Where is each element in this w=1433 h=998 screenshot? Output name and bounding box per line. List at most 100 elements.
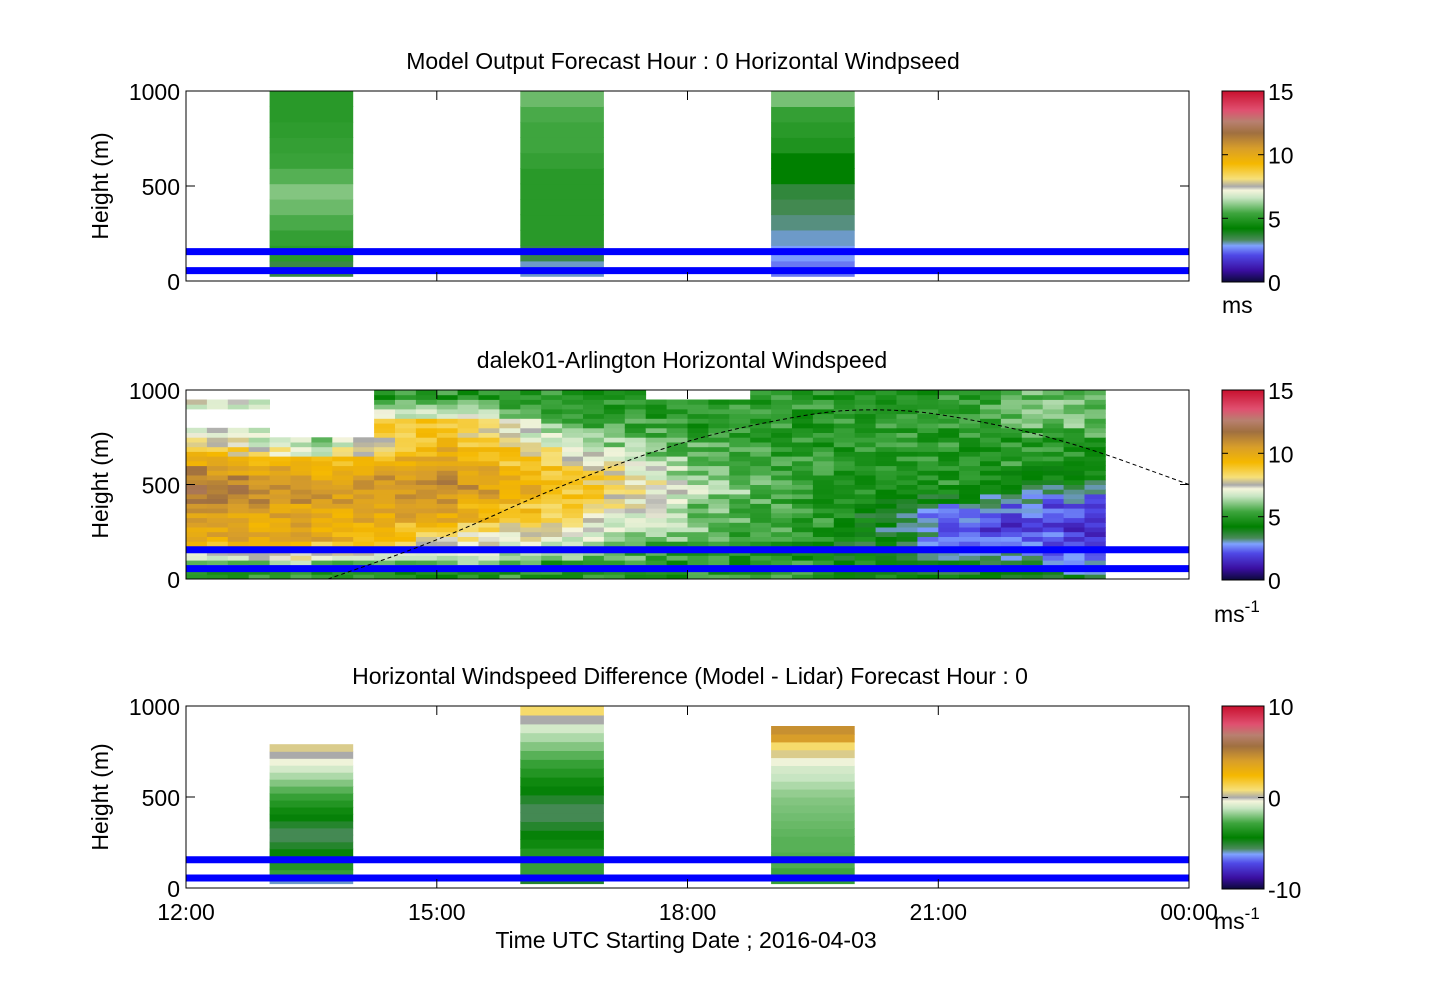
heatmap-cell: [562, 399, 584, 405]
heatmap-cell: [353, 475, 375, 481]
heatmap-cell: [980, 446, 1002, 452]
heatmap-cell: [875, 479, 897, 485]
heatmap-cell: [687, 465, 709, 471]
heatmap-cell: [771, 152, 855, 169]
heatmap-cell: [436, 399, 459, 405]
heatmap-cell: [353, 508, 375, 514]
heatmap-cell: [311, 527, 333, 533]
heatmap-cell: [374, 555, 396, 561]
heatmap-cell: [666, 531, 688, 537]
heatmap-cell: [687, 399, 709, 405]
heatmap-cell: [708, 508, 730, 514]
heatmap-cell: [917, 451, 939, 457]
heatmap-cell: [457, 437, 479, 443]
heatmap-cell: [792, 432, 814, 438]
heatmap-cell: [771, 399, 793, 405]
heatmap-cell: [875, 498, 897, 504]
heatmap-cell: [353, 460, 375, 467]
heatmap-cell: [603, 451, 626, 457]
heatmap-cell: [583, 437, 605, 443]
heatmap-cell: [1042, 508, 1064, 514]
heatmap-cell: [624, 574, 647, 580]
heatmap-cell: [624, 394, 647, 400]
heatmap-cell: [520, 427, 542, 433]
heatmap-cell: [457, 390, 479, 396]
heatmap-cell: [938, 517, 960, 523]
heatmap-cell: [603, 442, 626, 448]
heatmap-cell: [520, 152, 604, 169]
heatmap-cell: [541, 517, 563, 523]
heatmap-cell: [833, 475, 856, 481]
heatmap-cell: [353, 493, 375, 500]
heatmap-cell: [833, 536, 856, 542]
heatmap-cell: [436, 442, 459, 448]
heatmap-cell: [395, 390, 417, 396]
heatmap-cell: [708, 531, 730, 537]
heatmap-cell: [1084, 451, 1106, 457]
heatmap-cell: [959, 451, 981, 457]
heatmap-cell: [1021, 574, 1044, 580]
heatmap-cell: [896, 574, 918, 580]
heatmap-cell: [520, 830, 604, 840]
heatmap-cell: [1084, 536, 1106, 542]
heatmap-cell: [812, 423, 835, 429]
heatmap-cell: [980, 394, 1002, 400]
heatmap-cell: [938, 465, 960, 471]
heatmap-cell: [771, 741, 855, 751]
heatmap-cell: [833, 560, 856, 566]
heatmap-cell: [938, 437, 960, 443]
heatmap-cell: [583, 560, 605, 566]
heatmap-cell: [436, 408, 459, 415]
heatmap-cell: [708, 517, 730, 523]
heatmap-cell: [457, 442, 479, 448]
heatmap-cell: [541, 531, 563, 537]
heatmap-cell: [395, 394, 417, 400]
heatmap-cell: [374, 427, 396, 433]
heatmap-cell: [1000, 574, 1023, 580]
heatmap-cell: [1084, 456, 1106, 462]
heatmap-cell: [562, 555, 584, 561]
heatmap-cell: [833, 408, 856, 415]
heatmap-cell: [1021, 493, 1044, 500]
heatmap-cell: [854, 437, 876, 443]
heatmap-cell: [520, 484, 542, 490]
heatmap-cell: [415, 522, 438, 528]
heatmap-cell: [353, 442, 375, 448]
heatmap-cell: [541, 404, 563, 410]
heatmap-cell: [792, 456, 814, 462]
heatmap-cell: [917, 475, 939, 481]
heatmap-cell: [708, 541, 730, 547]
heatmap-cell: [353, 465, 375, 471]
heatmap-cell: [854, 527, 876, 533]
heatmap-cell: [771, 465, 793, 471]
heatmap-cell: [1021, 498, 1044, 504]
heatmap-cell: [750, 460, 772, 467]
heatmap-cell: [583, 451, 605, 457]
heatmap-cell: [875, 418, 897, 424]
heatmap-cell: [1063, 427, 1085, 433]
heatmap-cell: [645, 423, 667, 429]
heatmap-cell: [792, 404, 814, 410]
heatmap-cell: [917, 484, 939, 490]
heatmap-cell: [603, 408, 626, 415]
heatmap-cell: [1084, 484, 1106, 490]
heatmap-cell: [227, 456, 250, 462]
heatmap-cell: [520, 560, 542, 566]
heatmap-cell: [353, 541, 375, 547]
heatmap-cell: [938, 427, 960, 433]
heatmap-cell: [624, 456, 647, 462]
heatmap-cell: [562, 503, 584, 509]
heatmap-cell: [186, 498, 208, 504]
heatmap-cell: [729, 475, 751, 481]
heatmap-cell: [687, 484, 709, 490]
heatmap-cell: [520, 839, 604, 849]
heatmap-cell: [729, 451, 751, 457]
heatmap-cell: [1021, 437, 1044, 443]
heatmap-cell: [583, 399, 605, 405]
heatmap-cell: [1000, 512, 1023, 519]
heatmap-cell: [415, 437, 438, 443]
heatmap-cell: [917, 479, 939, 485]
heatmap-cell: [478, 408, 500, 415]
heatmap-cell: [854, 479, 876, 485]
heatmap-cell: [227, 512, 250, 519]
